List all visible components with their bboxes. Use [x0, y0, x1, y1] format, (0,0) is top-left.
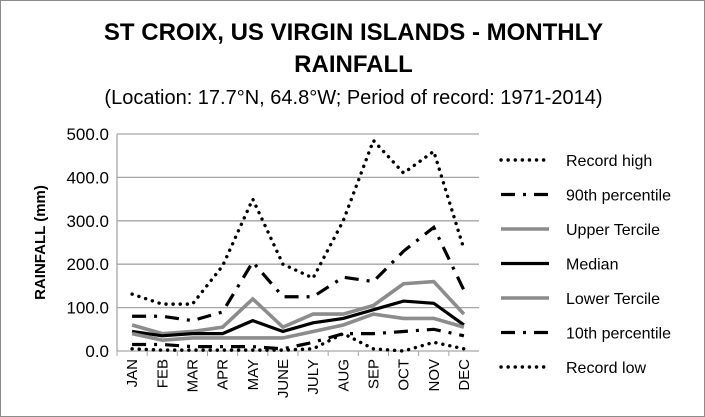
y-axis-label: RAINFALL (mm): [32, 185, 49, 300]
legend-label: Upper Tercile: [566, 222, 660, 239]
x-tick-label: MAR: [184, 359, 201, 393]
y-tick-label: 0.0: [85, 342, 109, 361]
chart-title-line1: ST CROIX, US VIRGIN ISLANDS - MONTHLY: [103, 19, 604, 46]
legend-label: 10th percentile: [566, 326, 671, 343]
series-line-lower-tercile: [131, 312, 465, 342]
x-tick-label: SEP: [365, 359, 382, 389]
legend-label: Record low: [566, 360, 646, 377]
series-line-upper-tercile: [131, 279, 466, 336]
series-line-median: [131, 299, 465, 338]
x-tick-label: JULY: [305, 359, 322, 395]
legend-label: Median: [566, 257, 618, 274]
x-tick-label: NOV: [426, 359, 443, 392]
legend-label: 90th percentile: [566, 188, 671, 205]
y-tick-label: 100.0: [66, 299, 109, 318]
x-tick-label: DEC: [456, 359, 473, 391]
series-line-10th-percentile: [132, 327, 465, 351]
x-tick-label: AUG: [335, 359, 352, 392]
x-tick-label: OCT: [396, 359, 413, 391]
y-tick-label: 200.0: [66, 255, 109, 274]
chart-subtitle: (Location: 17.7°N, 64.8°W; Period of rec…: [104, 87, 603, 109]
chart-title-line2: RAINFALL: [294, 51, 413, 78]
series-line-record-low: [130, 331, 466, 353]
x-tick-label: JAN: [124, 359, 141, 387]
legend-label: Record high: [566, 153, 652, 170]
legend-label: Lower Tercile: [566, 291, 660, 308]
y-tick-label: 300.0: [66, 212, 109, 231]
x-tick-label: FEB: [154, 359, 171, 388]
x-tick-label: APR: [215, 359, 232, 390]
x-tick-label: JUNE: [275, 359, 292, 398]
y-tick-label: 400.0: [66, 168, 109, 187]
x-tick-label: MAY: [245, 359, 262, 390]
y-tick-label: 500.0: [66, 125, 109, 144]
series-line-record-high: [130, 137, 466, 306]
series-line-90th-percentile: [132, 224, 466, 323]
